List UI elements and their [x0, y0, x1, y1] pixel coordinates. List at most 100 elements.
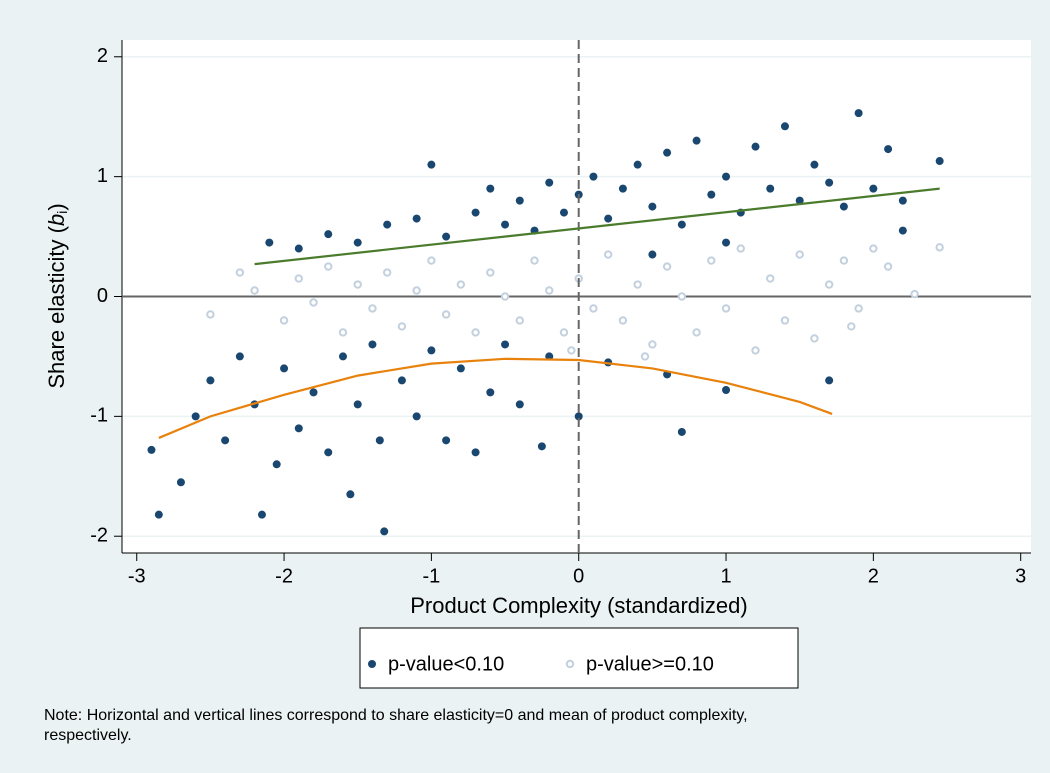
point	[692, 136, 701, 145]
point	[324, 262, 333, 271]
point	[751, 142, 760, 151]
point	[640, 352, 650, 361]
point	[250, 286, 259, 295]
point	[935, 157, 944, 166]
point	[810, 334, 819, 343]
x-tick-label: 1	[720, 565, 731, 587]
y-axis-title: Share elasticity (bi)	[44, 203, 70, 388]
x-tick-label: -3	[128, 565, 146, 587]
point	[662, 262, 672, 271]
point	[722, 385, 731, 394]
point	[368, 304, 377, 313]
point	[515, 196, 524, 205]
point	[279, 316, 289, 325]
point	[427, 256, 436, 265]
point	[353, 238, 362, 247]
point	[780, 122, 789, 131]
point	[338, 328, 348, 337]
point	[648, 340, 657, 349]
point	[825, 376, 834, 385]
point	[751, 346, 760, 355]
point	[898, 196, 907, 205]
legend-label: p-value>=0.10	[586, 653, 714, 675]
point	[766, 184, 775, 193]
point	[294, 244, 303, 253]
point	[648, 250, 657, 259]
point	[869, 244, 878, 253]
point	[368, 340, 377, 349]
point	[500, 292, 510, 301]
point	[471, 328, 480, 337]
point	[825, 178, 834, 187]
point	[603, 250, 613, 259]
point	[324, 448, 333, 457]
point	[397, 322, 407, 331]
point	[795, 250, 804, 259]
point	[427, 346, 436, 355]
point	[869, 184, 878, 193]
point	[910, 289, 919, 299]
point	[839, 202, 848, 211]
point	[884, 145, 893, 154]
point	[824, 280, 834, 289]
point	[883, 262, 893, 271]
point	[935, 243, 944, 252]
point	[471, 208, 480, 217]
point	[530, 256, 539, 265]
point	[346, 490, 355, 499]
x-tick-label: 2	[868, 565, 879, 587]
x-tick-label: 3	[1015, 565, 1026, 587]
point	[545, 286, 554, 295]
point	[272, 460, 281, 469]
point	[324, 230, 333, 239]
point	[574, 412, 583, 421]
point	[206, 310, 215, 319]
point	[154, 510, 163, 519]
point	[898, 226, 907, 235]
y-tick-label: 1	[97, 165, 108, 187]
point	[766, 274, 775, 283]
point	[648, 202, 657, 211]
point	[397, 376, 406, 385]
point	[810, 160, 819, 169]
point	[206, 376, 215, 385]
point	[618, 316, 628, 325]
fit-line	[254, 187, 940, 266]
point	[515, 316, 524, 325]
point	[486, 184, 495, 193]
point	[567, 346, 576, 355]
fit-line	[158, 357, 833, 439]
point	[847, 322, 856, 331]
point	[412, 214, 421, 223]
point	[721, 304, 731, 313]
y-title-part: Share elasticity (	[44, 225, 69, 388]
point	[501, 340, 510, 349]
point	[677, 427, 686, 436]
point	[280, 364, 289, 373]
y-title-part: b	[44, 214, 69, 226]
point	[427, 160, 436, 169]
point	[338, 352, 347, 361]
point	[677, 292, 687, 301]
point	[191, 412, 200, 421]
point	[176, 478, 185, 487]
legend-marker	[565, 659, 575, 669]
point	[383, 220, 392, 229]
point	[309, 298, 318, 307]
point	[375, 436, 384, 445]
point	[353, 280, 362, 289]
point	[545, 178, 554, 187]
point	[265, 238, 274, 247]
point	[442, 232, 451, 241]
point	[722, 172, 731, 181]
point	[380, 527, 389, 536]
legend-box	[359, 627, 799, 689]
point	[441, 310, 451, 319]
point	[795, 196, 804, 205]
point	[722, 238, 731, 247]
point	[692, 328, 701, 337]
point	[147, 445, 156, 454]
point	[633, 280, 642, 289]
point	[486, 268, 495, 277]
point	[780, 316, 790, 325]
